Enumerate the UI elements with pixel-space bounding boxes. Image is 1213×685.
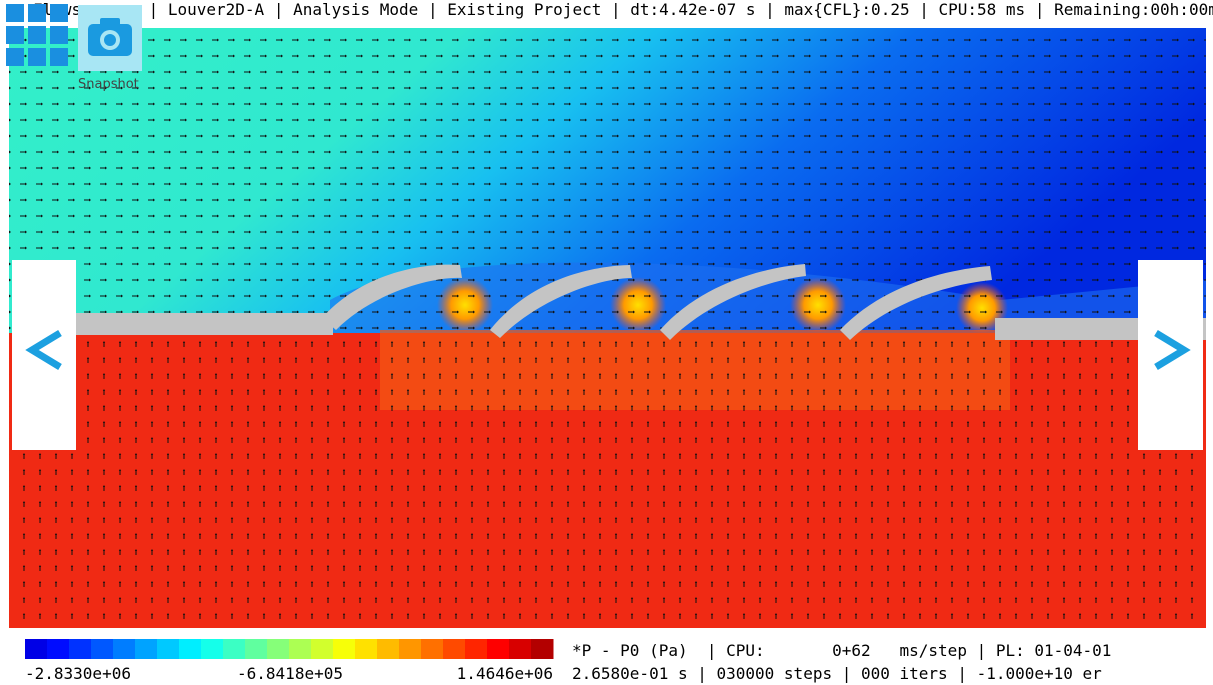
colorbar-cell — [135, 639, 158, 659]
colorbar-cell — [113, 639, 136, 659]
colorbar-min: -2.8330e+06 — [25, 664, 131, 683]
colorbar-cell — [179, 639, 202, 659]
info-line-2: 2.6580e-01 s | 030000 steps | 000 iters … — [572, 664, 1102, 683]
snapshot-label: Snapshot — [78, 77, 139, 92]
colorbar — [25, 639, 554, 659]
colorbar-cell — [91, 639, 114, 659]
right-nav[interactable] — [1138, 260, 1203, 450]
colorbar-cell — [201, 639, 224, 659]
colorbar-cell — [487, 639, 510, 659]
colorbar-cell — [47, 639, 70, 659]
colorbar-cell — [223, 639, 246, 659]
colorbar-cell — [377, 639, 400, 659]
colorbar-cell — [333, 639, 356, 659]
colorbar-mid: -6.8418e+05 — [237, 664, 343, 683]
colorbar-cell — [509, 639, 532, 659]
colorbar-cell — [267, 639, 290, 659]
colorbar-max: 1.4646e+06 — [457, 664, 553, 683]
colorbar-cell — [69, 639, 92, 659]
status-bg — [0, 0, 1213, 22]
info-line-1: *P - P0 (Pa) | CPU: 0+62 ms/step | PL: 0… — [572, 641, 1111, 660]
colorbar-cell — [465, 639, 488, 659]
left-nav[interactable] — [12, 260, 76, 450]
status-text: Flowsquare+ | Louver2D-A | Analysis Mode… — [33, 0, 1213, 19]
colorbar-cell — [245, 639, 268, 659]
colorbar-cell — [355, 639, 378, 659]
colorbar-cell — [531, 639, 554, 659]
colorbar-cell — [311, 639, 334, 659]
colorbar-cell — [443, 639, 466, 659]
colorbar-cell — [25, 639, 48, 659]
colorbar-cell — [421, 639, 444, 659]
colorbar-cell — [157, 639, 180, 659]
menu-icon[interactable] — [6, 4, 68, 66]
snapshot-button[interactable] — [78, 5, 142, 71]
colorbar-cell — [289, 639, 312, 659]
field — [9, 28, 1206, 628]
colorbar-cell — [399, 639, 422, 659]
